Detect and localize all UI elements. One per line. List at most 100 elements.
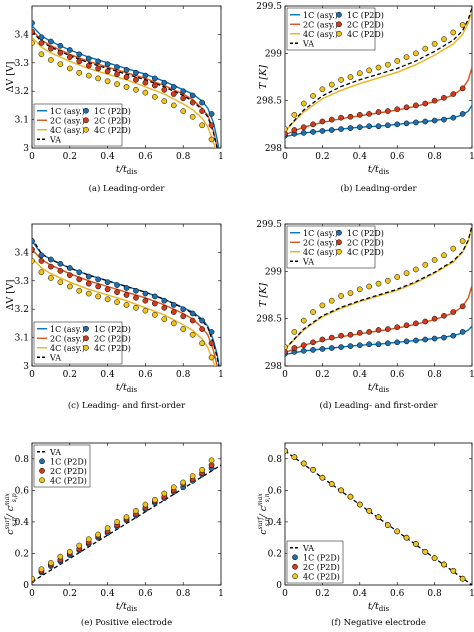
- marker-4c-p2d-: [459, 575, 466, 582]
- marker-4c-p2d-: [114, 519, 120, 525]
- legend-marker: [83, 117, 89, 124]
- legend-item: 1C (P2D): [83, 107, 131, 116]
- marker-1c-p2d-: [180, 88, 187, 95]
- marker-1c-p2d-: [66, 265, 73, 271]
- y-tick-label: 299.5: [256, 2, 282, 12]
- marker-4c-p2d-: [123, 514, 130, 521]
- legend: 1C (asy.) 1C (P2D) 2C (asy.) 2C (P2D) 4C (as…: [33, 103, 131, 147]
- y-tick-label: 3.1: [15, 334, 29, 344]
- legend-item: VA: [37, 448, 61, 457]
- x-tick-label: 1: [469, 370, 474, 380]
- caption-b: (b) Leading-order: [340, 183, 417, 194]
- y-tick-label: 3.1: [15, 116, 29, 126]
- legend-item: 1C (P2D): [292, 553, 340, 562]
- marker-2c-p2d-: [459, 85, 466, 92]
- x-tick-label: 0.8: [176, 589, 191, 599]
- marker-1c-p2d-: [375, 123, 382, 130]
- y-tick-label: 298.5: [256, 97, 282, 107]
- legend-item: 2C (P2D): [83, 334, 131, 343]
- marker-1c-p2d-: [48, 256, 54, 263]
- x-tick-label: 0.8: [176, 370, 191, 380]
- y-tick-label: 298.5: [256, 315, 282, 325]
- marker-1c-p2d-: [133, 69, 139, 76]
- plot-area: [285, 448, 472, 585]
- marker-4c-p2d-: [403, 54, 410, 60]
- legend-marker: [292, 573, 298, 580]
- marker-4c-p2d-: [291, 329, 298, 335]
- y-tick-label: 298: [265, 362, 282, 372]
- marker-1c-p2d-: [422, 336, 429, 343]
- x-tick-label: 0.6: [138, 152, 153, 162]
- panel-b: 0 0.2 0.4 0.6 0.8 1 298 298.5 299 299.5 t/tdis T [K…: [256, 2, 474, 176]
- marker-1c-p2d-: [394, 339, 401, 346]
- legend-label: 1C (asy.): [303, 229, 338, 238]
- legend-label: 1C (P2D): [347, 11, 384, 20]
- marker-4c-p2d-: [394, 528, 401, 535]
- y-axis-label: csurfs,n/ cmaxs,n: [257, 493, 271, 535]
- marker-2c-p2d-: [366, 329, 372, 335]
- legend-item: 2C (P2D): [336, 238, 384, 247]
- marker-4c-p2d-: [189, 113, 196, 120]
- legend-item: 4C (P2D): [336, 30, 384, 39]
- marker-4c-p2d-: [394, 274, 401, 280]
- marker-1c-p2d-: [459, 111, 466, 117]
- marker-2c-p2d-: [291, 345, 298, 351]
- marker-4c-p2d-: [385, 522, 391, 528]
- legend-label: 2C (asy.): [303, 238, 338, 247]
- marker-4c-p2d-: [123, 302, 130, 308]
- y-axis-label: ΔV [V]: [5, 279, 16, 310]
- marker-2c-p2d-: [366, 111, 372, 117]
- legend-item: 2C (asy.): [37, 334, 85, 343]
- y-tick-label: 3.4: [15, 248, 30, 258]
- svg-text:csurfs,p/ cmaxs,p: csurfs,p/ cmaxs,p: [4, 493, 18, 535]
- legend-label: VA: [49, 353, 61, 362]
- x-axis-label: t/tdis: [368, 601, 390, 613]
- marker-2c-p2d-: [310, 121, 316, 128]
- marker-4c-p2d-: [441, 36, 447, 42]
- marker-1c-p2d-: [375, 341, 382, 348]
- x-tick-label: 0.4: [100, 370, 115, 380]
- marker-2c-p2d-: [403, 322, 410, 329]
- marker-2c-p2d-: [32, 28, 35, 35]
- series-line-va: [32, 464, 221, 583]
- marker-4c-p2d-: [300, 317, 307, 324]
- marker-2c-p2d-: [422, 100, 429, 107]
- marker-2c-p2d-: [76, 276, 83, 283]
- marker-1c-p2d-: [170, 84, 177, 90]
- legend-label: 2C (P2D): [347, 238, 384, 247]
- marker-1c-p2d-: [142, 290, 149, 297]
- marker-1c-p2d-: [431, 117, 438, 124]
- marker-1c-p2d-: [133, 287, 139, 294]
- marker-2c-p2d-: [413, 102, 419, 109]
- x-axis-label: t/tdis: [368, 382, 390, 394]
- marker-1c-p2d-: [85, 273, 92, 280]
- marker-4c-p2d-: [366, 67, 372, 74]
- marker-2c-p2d-: [189, 99, 196, 106]
- y-tick-label: 0: [23, 581, 29, 591]
- marker-4c-p2d-: [291, 112, 298, 118]
- marker-4c-p2d-: [459, 22, 466, 28]
- marker-1c-p2d-: [300, 130, 307, 136]
- marker-2c-p2d-: [199, 108, 205, 114]
- legend-item: 4C (P2D): [83, 126, 131, 135]
- marker-4c-p2d-: [375, 64, 382, 71]
- marker-1c-p2d-: [422, 118, 429, 125]
- marker-2c-p2d-: [170, 309, 177, 315]
- marker-4c-p2d-: [356, 286, 363, 293]
- marker-4c-p2d-: [133, 304, 139, 311]
- legend-box: [33, 321, 123, 365]
- marker-2c-p2d-: [300, 342, 307, 349]
- marker-2c-p2d-: [133, 76, 139, 83]
- legend-item: 1C (P2D): [336, 11, 384, 20]
- marker-2c-p2d-: [291, 127, 298, 133]
- marker-4c-p2d-: [403, 534, 410, 541]
- legend-label: 4C (asy.): [303, 248, 338, 257]
- y-tick-label: 0.6: [268, 486, 283, 496]
- marker-2c-p2d-: [85, 62, 92, 69]
- legend-label: 1C (P2D): [347, 229, 384, 238]
- y-tick-label: 0: [276, 581, 282, 591]
- marker-4c-p2d-: [142, 501, 149, 508]
- marker-1c-p2d-: [170, 302, 177, 308]
- legend: 1C (asy.) 1C (P2D) 2C (asy.) 2C (P2D) 4C (as…: [286, 225, 384, 269]
